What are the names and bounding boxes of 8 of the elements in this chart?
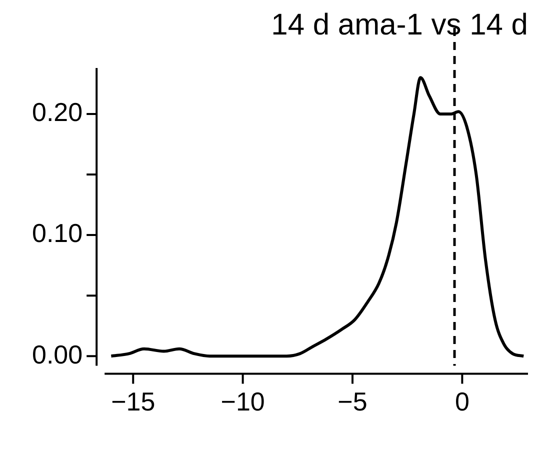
y-tick-label: 0.10 (32, 218, 83, 248)
chart-title: 14 d ama-1 vs 14 d (271, 8, 528, 42)
x-tick-label: −10 (220, 386, 265, 417)
y-tick-label: 0.20 (32, 97, 83, 128)
x-tick-label: −5 (338, 386, 368, 417)
y-tick-label: 0.00 (32, 339, 83, 370)
x-tick-label: −15 (111, 386, 156, 417)
x-tick-label: 0 (454, 386, 470, 417)
